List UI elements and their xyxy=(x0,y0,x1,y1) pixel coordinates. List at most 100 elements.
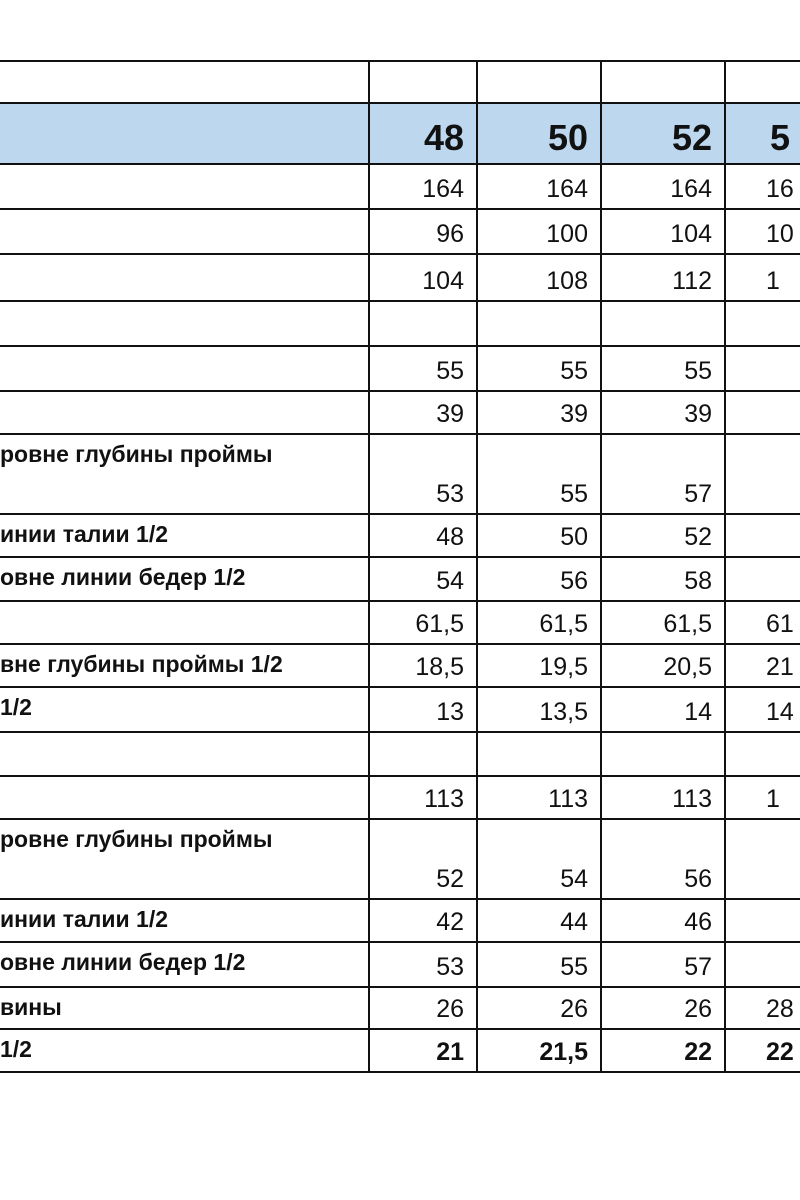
value-cell: 1 xyxy=(726,777,800,820)
value-cell: 104 xyxy=(370,255,478,302)
row-label-cell: инии талии 1/2 xyxy=(0,900,370,943)
row-label: вины xyxy=(0,994,62,1020)
value-cell xyxy=(726,733,800,777)
value-partial: 1 xyxy=(766,785,780,813)
empty-cell xyxy=(726,60,800,104)
value-cell: 108 xyxy=(478,255,602,302)
value-cell: 46 xyxy=(602,900,726,943)
row-label-cell: 1/2 xyxy=(0,1030,370,1073)
value: 56 xyxy=(560,567,588,595)
value-partial: 1 xyxy=(766,267,780,295)
value-cell xyxy=(726,515,800,558)
value-cell: 61,5 xyxy=(370,602,478,645)
value: 13 xyxy=(436,698,464,726)
value-partial: 22 xyxy=(766,1038,794,1066)
value-cell xyxy=(726,347,800,392)
value: 26 xyxy=(684,995,712,1023)
value: 164 xyxy=(670,175,712,203)
row-label: овне линии бедер 1/2 xyxy=(0,949,246,975)
value-cell: 14 xyxy=(602,688,726,733)
row-label-cell xyxy=(0,777,370,820)
value-cell: 26 xyxy=(370,988,478,1030)
value-cell: 52 xyxy=(370,820,478,900)
value: 53 xyxy=(436,953,464,981)
value-cell: 21 xyxy=(370,1030,478,1073)
row-label-cell xyxy=(0,302,370,347)
value-cell: 96 xyxy=(370,210,478,255)
value: 113 xyxy=(548,785,588,813)
value-cell xyxy=(726,943,800,988)
row-label: вне глубины проймы 1/2 xyxy=(0,651,283,677)
value-cell: 61,5 xyxy=(602,602,726,645)
value-cell: 55 xyxy=(478,943,602,988)
value-cell: 113 xyxy=(602,777,726,820)
value-cell: 16 xyxy=(726,165,800,210)
empty-cell xyxy=(602,60,726,104)
value-cell: 113 xyxy=(370,777,478,820)
value: 18,5 xyxy=(415,653,464,681)
row-label-cell: ровне глубины проймы xyxy=(0,435,370,515)
row-label-cell: вне глубины проймы 1/2 xyxy=(0,645,370,688)
row-label: овне линии бедер 1/2 xyxy=(0,564,246,590)
value-cell: 56 xyxy=(478,558,602,602)
value-cell: 13,5 xyxy=(478,688,602,733)
value: 44 xyxy=(560,908,588,936)
value: 56 xyxy=(684,865,712,893)
value-cell xyxy=(370,302,478,347)
value: 19,5 xyxy=(539,653,588,681)
value-partial: 16 xyxy=(766,175,794,203)
value: 50 xyxy=(560,523,588,551)
value: 55 xyxy=(560,480,588,508)
value-partial: 21 xyxy=(766,653,794,681)
value-cell: 55 xyxy=(602,347,726,392)
value-cell: 164 xyxy=(602,165,726,210)
value-cell: 21 xyxy=(726,645,800,688)
value: 26 xyxy=(560,995,588,1023)
value: 164 xyxy=(546,175,588,203)
value-cell: 18,5 xyxy=(370,645,478,688)
value: 39 xyxy=(436,400,464,428)
value: 13,5 xyxy=(539,698,588,726)
header-label-cell xyxy=(0,104,370,165)
value: 55 xyxy=(436,357,464,385)
value: 113 xyxy=(424,785,464,813)
value-cell: 42 xyxy=(370,900,478,943)
value: 54 xyxy=(436,567,464,595)
value: 100 xyxy=(546,220,588,248)
row-label-cell xyxy=(0,165,370,210)
row-label-cell xyxy=(0,602,370,645)
value-partial: 10 xyxy=(766,220,794,248)
value-cell: 28 xyxy=(726,988,800,1030)
row-label-cell xyxy=(0,392,370,435)
value-cell: 56 xyxy=(602,820,726,900)
value-cell: 52 xyxy=(602,515,726,558)
value-cell: 57 xyxy=(602,435,726,515)
row-label: ровне глубины проймы xyxy=(0,441,273,467)
value-cell: 22 xyxy=(602,1030,726,1073)
value: 22 xyxy=(684,1038,712,1066)
value: 54 xyxy=(560,865,588,893)
row-label-cell: овне линии бедер 1/2 xyxy=(0,558,370,602)
row-label-cell xyxy=(0,210,370,255)
value: 104 xyxy=(670,220,712,248)
value: 26 xyxy=(436,995,464,1023)
value-cell xyxy=(726,302,800,347)
value-cell: 55 xyxy=(478,435,602,515)
size-label: 50 xyxy=(547,117,588,158)
value-cell: 39 xyxy=(602,392,726,435)
value: 14 xyxy=(684,698,712,726)
value-cell: 39 xyxy=(478,392,602,435)
value: 20,5 xyxy=(663,653,712,681)
value: 58 xyxy=(684,567,712,595)
value-cell: 19,5 xyxy=(478,645,602,688)
value-cell: 57 xyxy=(602,943,726,988)
value-cell: 50 xyxy=(478,515,602,558)
value-cell: 164 xyxy=(370,165,478,210)
value-cell: 44 xyxy=(478,900,602,943)
value: 96 xyxy=(436,220,464,248)
size-label-partial: 5 xyxy=(770,117,791,158)
value-cell: 164 xyxy=(478,165,602,210)
value-cell xyxy=(726,435,800,515)
value-cell xyxy=(602,302,726,347)
